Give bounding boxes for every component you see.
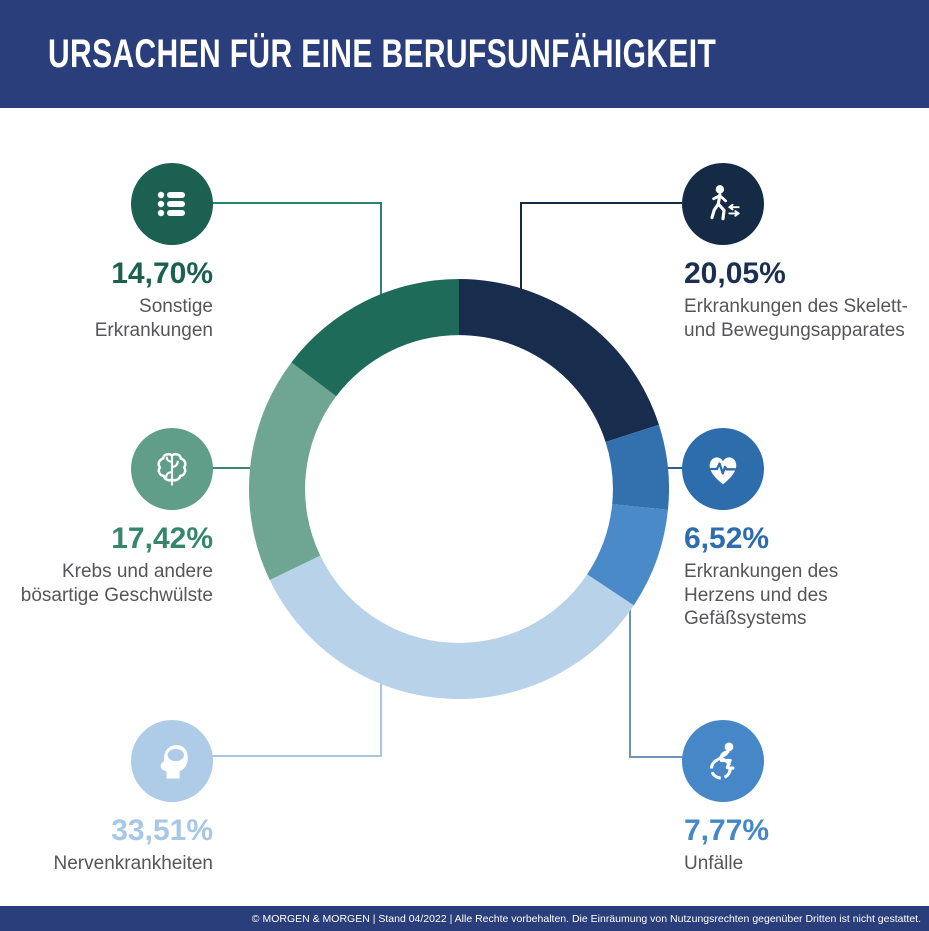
- label-skelett: Erkrankungen des Skelett-und Bewegungsap…: [684, 296, 908, 341]
- connector-unfaelle-vertical: [629, 598, 631, 758]
- donut-chart: [249, 279, 669, 699]
- wheelchair-icon-circle: [682, 720, 764, 802]
- connector-krebs-horizontal: [211, 467, 253, 469]
- percent-herz: 6,52%: [684, 522, 770, 555]
- wheelchair-icon: [709, 742, 735, 780]
- donut-segment-20,05%: [459, 279, 659, 442]
- head-profile-icon-circle: [131, 720, 213, 802]
- footer-bar: © MORGEN & MORGEN | Stand 04/2022 | Alle…: [0, 906, 929, 931]
- callout-krebs: 17,42% Krebs und andere bösartige Geschwü…: [0, 428, 213, 607]
- percent-krebs: 17,42%: [111, 522, 213, 555]
- donut-segment-17,42%: [249, 362, 337, 580]
- connector-sonstige-vertical: [380, 202, 382, 295]
- percent-unfaelle: 7,77%: [684, 814, 770, 847]
- heart-pulse-icon-circle: [682, 428, 764, 510]
- heart-pulse-icon: [709, 457, 737, 485]
- head-profile-icon: [160, 745, 188, 779]
- donut-segment-7,77%: [587, 504, 668, 606]
- walking-person-icon: [710, 185, 740, 221]
- header-banner: URSACHEN FÜR EINE BERUFSUNFÄHIGKEIT: [0, 0, 929, 108]
- donut-segment-33,51%: [269, 555, 634, 699]
- callout-sonstige-erkrankungen: 14,70% Sonstige Erkrankungen: [0, 163, 213, 342]
- callout-unfaelle: 7,77% Unfälle: [682, 720, 928, 876]
- label-nerven: Nervenkrankheiten: [53, 853, 213, 874]
- page-title: URSACHEN FÜR EINE BERUFSUNFÄHIGKEIT: [48, 31, 717, 76]
- callout-skelett: 20,05% Erkrankungen des Skelett-und Bewe…: [682, 163, 928, 342]
- list-icon-circle: [131, 163, 213, 245]
- connector-skelett-vertical: [520, 202, 522, 293]
- connector-nerven-horizontal: [211, 755, 382, 757]
- footer-text: © MORGEN & MORGEN | Stand 04/2022 | Alle…: [251, 912, 921, 925]
- label-sonstige: Sonstige Erkrankungen: [94, 296, 213, 341]
- percent-sonstige: 14,70%: [111, 257, 213, 290]
- donut-segment-6,52%: [605, 424, 669, 510]
- donut-segment-14,70%: [291, 279, 459, 397]
- connector-sonstige-horizontal: [210, 202, 382, 204]
- connector-unfaelle-horizontal: [629, 756, 685, 758]
- list-icon: [157, 191, 185, 217]
- callout-nerven: 33,51% Nervenkrankheiten: [0, 720, 213, 876]
- brain-icon: [157, 452, 187, 486]
- percent-nerven: 33,51%: [111, 814, 213, 847]
- walking-person-icon-circle: [682, 163, 764, 245]
- brain-icon-circle: [131, 428, 213, 510]
- label-unfaelle: Unfälle: [684, 853, 744, 874]
- label-krebs: Krebs und andere bösartige Geschwülste: [20, 561, 213, 606]
- percent-skelett: 20,05%: [684, 257, 786, 290]
- connector-skelett-horizontal: [520, 202, 682, 204]
- label-herz: Erkrankungen des Herzens und des Gefäßsyst…: [684, 561, 839, 629]
- connector-nerven-vertical: [380, 676, 382, 756]
- callout-herz: 6,52% Erkrankungen des Herzens und des Gef…: [682, 428, 928, 631]
- connector-herz-horizontal: [664, 467, 685, 469]
